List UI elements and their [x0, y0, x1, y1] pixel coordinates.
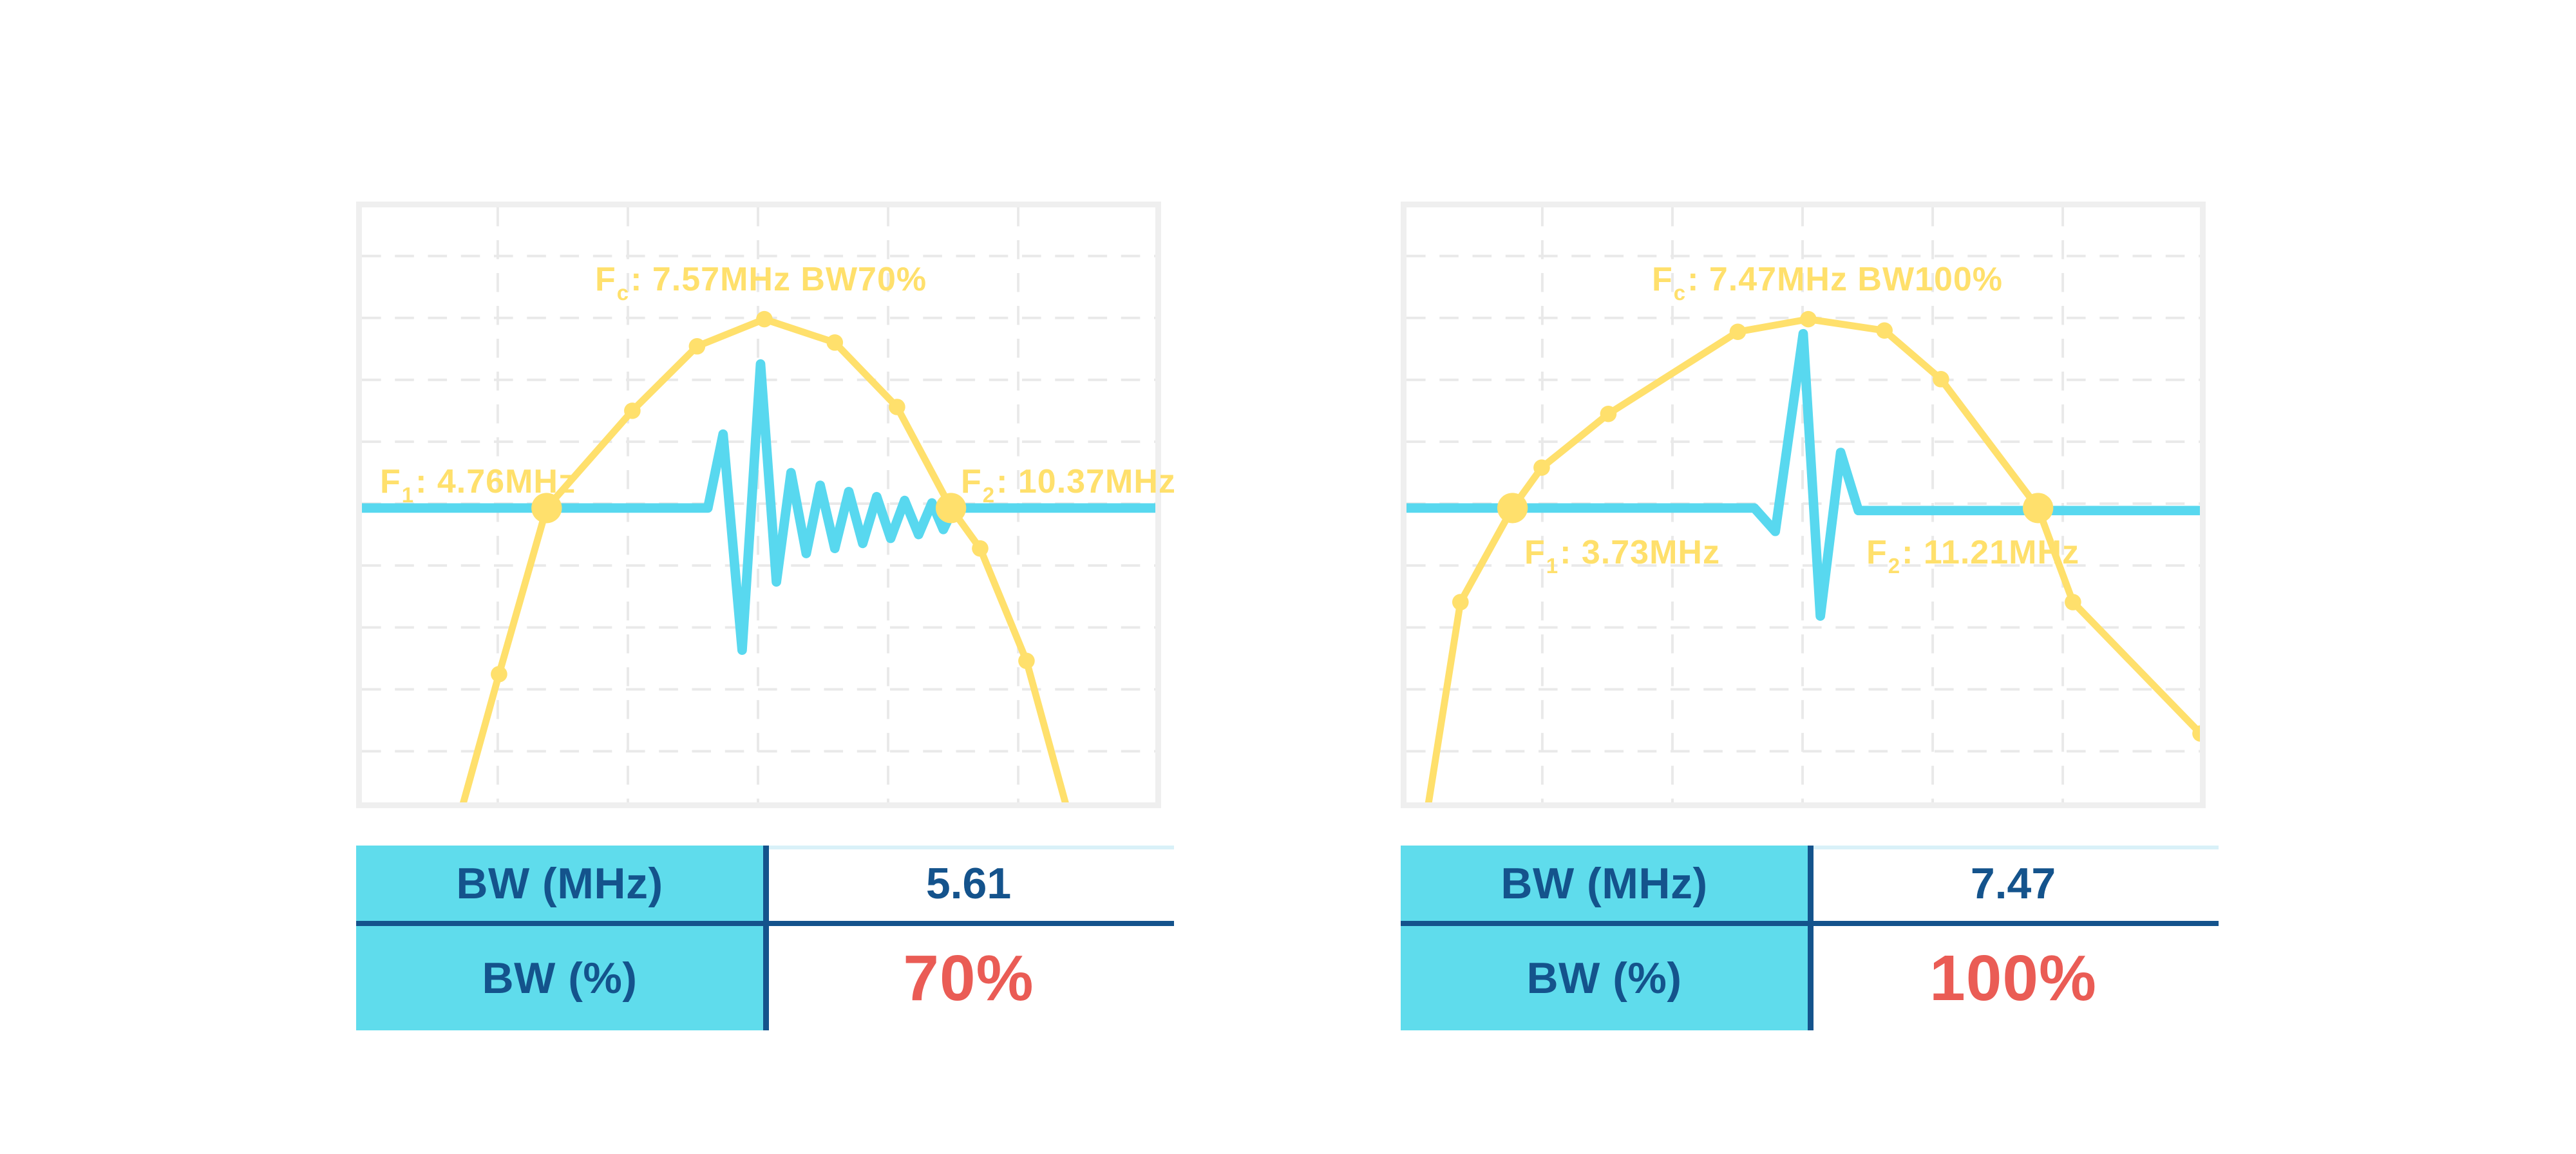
bw-pct-label: BW (%): [1526, 954, 1682, 1003]
data-point-marker: [688, 338, 706, 355]
f1-label-post: : 3.73MHz: [1560, 534, 1720, 571]
f2-label-sub: 2: [1888, 554, 1901, 578]
data-point-marker: [1018, 652, 1035, 670]
bandwidth-crossing-marker: [531, 493, 562, 524]
f1-label-sub: 1: [401, 483, 415, 507]
data-point-marker: [756, 310, 773, 328]
fc-label-pre: F: [595, 261, 616, 298]
f2-label-post: : 10.37MHz: [996, 463, 1176, 500]
data-point-marker: [826, 334, 844, 351]
f2-label: F2: 11.21MHz: [1866, 534, 2080, 576]
bw-pct-value-cell: 100%: [1808, 926, 2219, 1030]
bw-pct-label: BW (%): [482, 954, 638, 1003]
fc-label: Fc: 7.47MHz BW100%: [1652, 261, 2003, 303]
fc-label-sub: c: [616, 281, 630, 305]
data-point-marker: [1452, 594, 1469, 610]
bw-pct-label-cell: BW (%): [1401, 926, 1808, 1030]
f2-label-sub: 2: [982, 483, 996, 507]
bw-mhz-label: BW (MHz): [1501, 858, 1708, 908]
data-point-marker: [1729, 323, 1747, 340]
data-point-marker: [1876, 322, 1893, 339]
pulse-waveform: [362, 359, 1155, 655]
value-topline: [763, 846, 1174, 849]
fc-label-post: : 7.57MHz BW70%: [630, 261, 927, 298]
bw-mhz-value: 5.61: [925, 858, 1012, 908]
data-point-marker: [1600, 406, 1617, 422]
spectrum-chart-100pct: Fc: 7.47MHz BW100% F1: 3.73MHz F2: 11.21…: [1401, 202, 2206, 808]
table-row: BW (%) 70%: [356, 926, 1174, 1030]
value-topline: [1808, 846, 2219, 849]
f2-label: F2: 10.37MHz: [961, 463, 1176, 506]
bw-mhz-label-cell: BW (MHz): [1401, 846, 1808, 921]
fc-label-pre: F: [1652, 261, 1673, 298]
f1-label-pre: F: [380, 463, 401, 500]
spectrum-curve: [460, 316, 1069, 802]
table-row: BW (%) 100%: [1401, 926, 2219, 1030]
data-point-marker: [1800, 310, 1817, 328]
data-point-marker: [2065, 594, 2081, 610]
column-divider: [1808, 846, 1814, 1030]
data-point-marker: [889, 399, 905, 415]
data-point-marker: [491, 666, 507, 683]
column-divider: [763, 846, 769, 1030]
data-point-marker: [2192, 725, 2200, 742]
bw-mhz-label: BW (MHz): [456, 858, 663, 908]
pulse-waveform: [1406, 328, 2200, 621]
table-row: BW (MHz) 7.47: [1401, 846, 2219, 921]
bw-table-100pct: BW (MHz) 7.47 BW (%) 100%: [1401, 846, 2219, 1030]
f1-label-sub: 1: [1546, 554, 1559, 578]
f2-label-post: : 11.21MHz: [1902, 534, 2080, 571]
fc-label-sub: c: [1673, 281, 1687, 305]
bw-pct-value: 100%: [1929, 941, 2097, 1014]
bandwidth-crossing-marker: [935, 493, 967, 524]
bw-table-70pct: BW (MHz) 5.61 BW (%) 70%: [356, 846, 1174, 1030]
f2-label-pre: F: [961, 463, 982, 500]
bw-mhz-value: 7.47: [1970, 858, 2056, 908]
data-point-marker: [972, 540, 989, 557]
bandwidth-crossing-marker: [1497, 493, 1528, 524]
fc-label: Fc: 7.57MHz BW70%: [595, 261, 927, 303]
f1-label-pre: F: [1524, 534, 1546, 571]
bw-mhz-value-cell: 5.61: [763, 846, 1174, 921]
spectrum-chart-70pct: Fc: 7.57MHz BW70% F1: 4.76MHz F2: 10.37M…: [356, 202, 1175, 808]
bw-mhz-value-cell: 7.47: [1808, 846, 2219, 921]
f2-label-pre: F: [1866, 534, 1888, 571]
data-point-marker: [1933, 371, 1949, 388]
f1-label: F1: 3.73MHz: [1524, 534, 1720, 576]
bandwidth-crossing-marker: [2023, 493, 2054, 524]
f1-label: F1: 4.76MHz: [380, 463, 576, 506]
data-point-marker: [1533, 459, 1550, 476]
spectrum-plot-100pct: [1406, 207, 2200, 802]
bw-pct-label-cell: BW (%): [356, 926, 763, 1030]
data-point-marker: [624, 402, 641, 419]
f1-label-post: : 4.76MHz: [415, 463, 576, 500]
spectrum-curve: [1425, 316, 2200, 802]
bw-mhz-label-cell: BW (MHz): [356, 846, 763, 921]
spectrum-plot-70pct: [362, 207, 1155, 802]
table-row: BW (MHz) 5.61: [356, 846, 1174, 921]
bw-pct-value: 70%: [903, 941, 1034, 1014]
fc-label-post: : 7.47MHz BW100%: [1687, 261, 2003, 298]
bw-pct-value-cell: 70%: [763, 926, 1174, 1030]
